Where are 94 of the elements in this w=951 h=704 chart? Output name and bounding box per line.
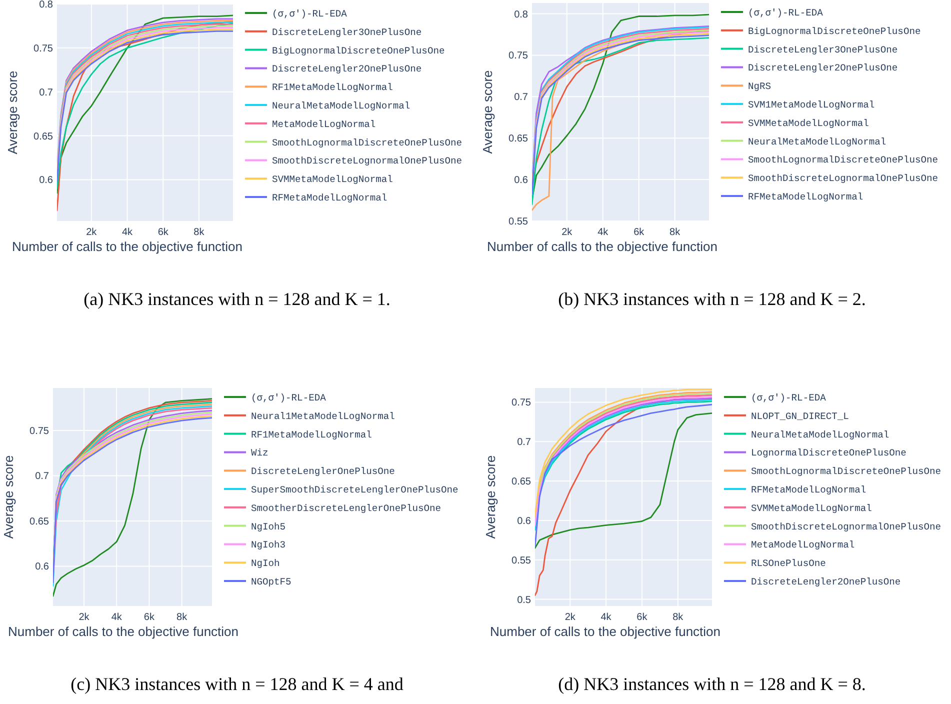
x-tick-label: 6k [158,227,170,238]
text: (a) NK3 instances with n = 128 and K = 1. [84,289,390,309]
legend-label: RFMetaModelLogNormal [751,484,866,496]
text: (d) NK3 instances with n = 128 and K = 8. [558,674,866,694]
y-tick-label: 0.65 [512,476,532,488]
legend-label: SVMMetaModelLogNormal [751,502,872,514]
x-axis-title: Number of calls to the objective function [487,239,718,254]
y-tick-label: 0.55 [508,216,528,228]
y-axis-title: Average score [483,455,498,539]
y-axis-title: Average score [5,70,20,154]
legend-label: (σ,σ′)-RL-EDA [272,8,348,20]
y-tick-label: 0.75 [30,426,50,438]
x-tick-label: 8k [670,227,682,238]
y-tick-label: 0.7 [39,87,54,98]
y-tick-label: 0.75 [34,43,54,54]
legend-label: SVM1MetaModelLogNormal [748,100,875,110]
legend-label: SmoothLognormalDiscreteOnePlusOne [272,137,462,148]
y-tick-label: 0.8 [39,0,54,10]
y-tick-label: 0.6 [39,175,54,186]
legend-label: RF1MetaModelLogNormal [251,429,372,440]
x-tick-label: 8k [672,612,684,623]
legend-label: NgIoh5 [251,521,286,532]
legend-label: NeuralMetaModelLogNormal [751,429,890,440]
legend-label: NGOptF5 [251,576,292,588]
legend-label: SmoothDiscreteLognormalOnePlusOne [751,521,942,532]
legend-label: (σ,σ′)-RL-EDA [251,392,326,404]
legend-label: BigLognormalDiscreteOnePlusOne [748,26,921,37]
legend-label: NeuralMetaModelLogNormal [748,136,886,148]
legend-label: BigLognormalDiscreteOnePlusOne [272,45,445,56]
y-tick-label: 0.65 [30,516,50,528]
legend-label: DiscreteLengler2OnePlusOne [272,64,422,75]
legend-label: SuperSmoothDiscreteLenglerOnePlusOne [251,484,458,496]
x-tick-label: 8k [194,227,206,238]
x-tick-label: 4k [598,227,610,238]
legend-label: NgRS [748,81,772,92]
x-tick-label: 2k [78,612,90,623]
x-tick-label: 4k [111,612,123,623]
x-tick-label: 8k [176,612,188,623]
legend-label: SmoothDiscreteLognormalOnePlusOne [748,173,938,184]
legend-label: NLOPT_GN_DIRECT_L [751,410,850,422]
legend-label: DiscreteLenglerOnePlusOne [251,466,396,478]
text: (c) NK3 instances with n = 128 and K = 4 and [70,674,404,694]
x-axis-title: Number of calls to the objective function [12,239,243,254]
x-tick-label: 4k [600,612,612,623]
x-tick-label: 6k [634,227,646,238]
y-tick-label: 0.6 [514,175,528,186]
x-tick-label: 4k [122,227,134,238]
y-axis-title: Average score [1,455,16,539]
legend-label: DiscreteLengler3OnePlusOne [748,44,898,56]
legend-label: RFMetaModelLogNormal [748,192,864,202]
y-tick-label: 0.6 [35,562,50,573]
legend-label: DiscreteLengler2OnePlusOne [751,576,901,588]
y-tick-label: 0.8 [514,9,528,20]
x-axis-title: Number of calls to the objective function [490,624,721,639]
legend-label: NgIoh [251,558,280,570]
x-tick-label: 6k [144,612,156,623]
legend-label: NgIoh3 [251,540,286,551]
y-tick-label: 0.75 [512,398,532,409]
y-tick-label: 0.5 [517,594,532,606]
y-tick-label: 0.7 [35,471,50,482]
y-tick-label: 0.75 [508,50,528,62]
legend-label: SmoothLognormalDiscreteOnePlusOne [748,154,938,166]
x-tick-label: 2k [86,227,98,238]
x-tick-label: 2k [564,612,576,623]
y-tick-label: 0.7 [514,92,528,104]
legend-label: Wiz [251,448,268,459]
y-tick-label: 0.7 [517,437,532,448]
legend-label: MetaModelLogNormal [751,540,855,551]
legend-label: DiscreteLengler2OnePlusOne [748,62,898,74]
y-tick-label: 0.6 [517,516,532,527]
legend-label: RF1MetaModelLogNormal [272,82,394,94]
line-series [535,398,712,596]
legend-label: DiscreteLengler3OnePlusOne [272,26,422,38]
x-tick-label: 6k [636,612,648,623]
legend-label: SmoothLognormalDiscreteOnePlusOne [751,466,942,478]
y-tick-label: 0.65 [508,134,528,145]
y-tick-label: 0.65 [34,131,54,142]
legend-label: (σ,σ′)-RL-EDA [751,392,826,404]
y-axis-title: Average score [480,70,495,154]
legend-label: LognormalDiscreteOnePlusOne [751,448,907,459]
legend-label: MetaModelLogNormal [272,118,376,130]
legend-label: NeuralMetaModelLogNormal [272,100,410,112]
legend-label: SmoothDiscreteLognormalOnePlusOne [272,156,462,167]
x-tick-label: 2k [562,227,574,238]
legend-label: RFMetaModelLogNormal [272,192,388,204]
y-tick-label: 0.55 [512,555,532,566]
x-axis-title: Number of calls to the objective function [8,624,239,639]
legend-label: (σ,σ′)-RL-EDA [748,8,824,18]
text: (b) NK3 instances with n = 128 and K = 2. [558,289,866,309]
legend-label: RLSOnePlusOne [751,558,826,570]
legend-label: Neural1MetaModelLogNormal [251,410,396,422]
legend-label: SVMMetaModelLogNormal [272,174,394,186]
legend-label: SVMMetaModelLogNormal [748,118,870,129]
legend-label: SmootherDiscreteLenglerOnePlusOne [251,502,442,514]
